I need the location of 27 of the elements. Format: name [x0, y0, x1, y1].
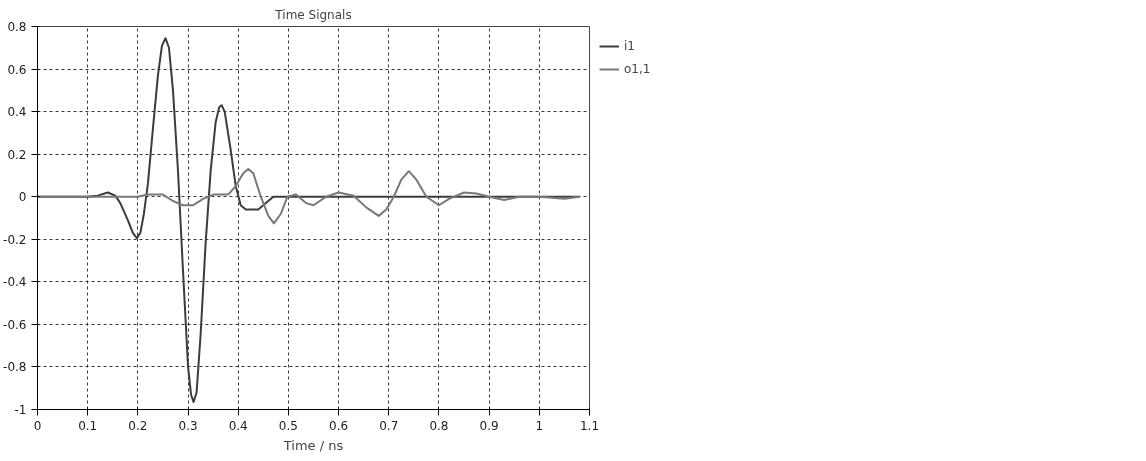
y-tick-label: -1	[14, 403, 27, 417]
x-tick-label: 0	[33, 418, 42, 433]
x-tick-label: 1	[535, 418, 544, 433]
y-tick-label: 0.6	[7, 62, 27, 77]
x-tick-label: 0.6	[329, 418, 349, 433]
y-tick-label: 0	[18, 190, 27, 205]
x-tick-label: 0.4	[228, 418, 248, 433]
x-tick-label: 0.3	[178, 418, 198, 433]
x-tick-label: 1.1	[579, 418, 600, 433]
x-tick-label: 0.8	[429, 418, 449, 433]
x-tick-label: 0.7	[379, 418, 399, 433]
y-tick-label: -0.2	[3, 232, 27, 247]
y-tick-label: 0.8	[7, 20, 27, 34]
y-tick-label: -0.6	[3, 317, 27, 332]
y-tick-label: -0.4	[3, 275, 27, 290]
chart-title: Time Signals	[274, 7, 352, 22]
x-tick-label: 0.9	[479, 418, 499, 433]
y-tick-label: -0.8	[3, 360, 27, 375]
y-tick-label: 0.4	[7, 105, 27, 120]
y-tick-label: 0.2	[7, 147, 27, 162]
x-axis-title: Time / ns	[282, 437, 344, 453]
x-tick-label: 0.5	[278, 418, 298, 433]
x-tick-label: 0.1	[78, 418, 98, 433]
line-series	[37, 168, 581, 225]
legend-label: i1	[624, 39, 636, 53]
x-tick-label: 0.2	[128, 418, 148, 433]
legend-label: o1,1	[624, 62, 651, 76]
